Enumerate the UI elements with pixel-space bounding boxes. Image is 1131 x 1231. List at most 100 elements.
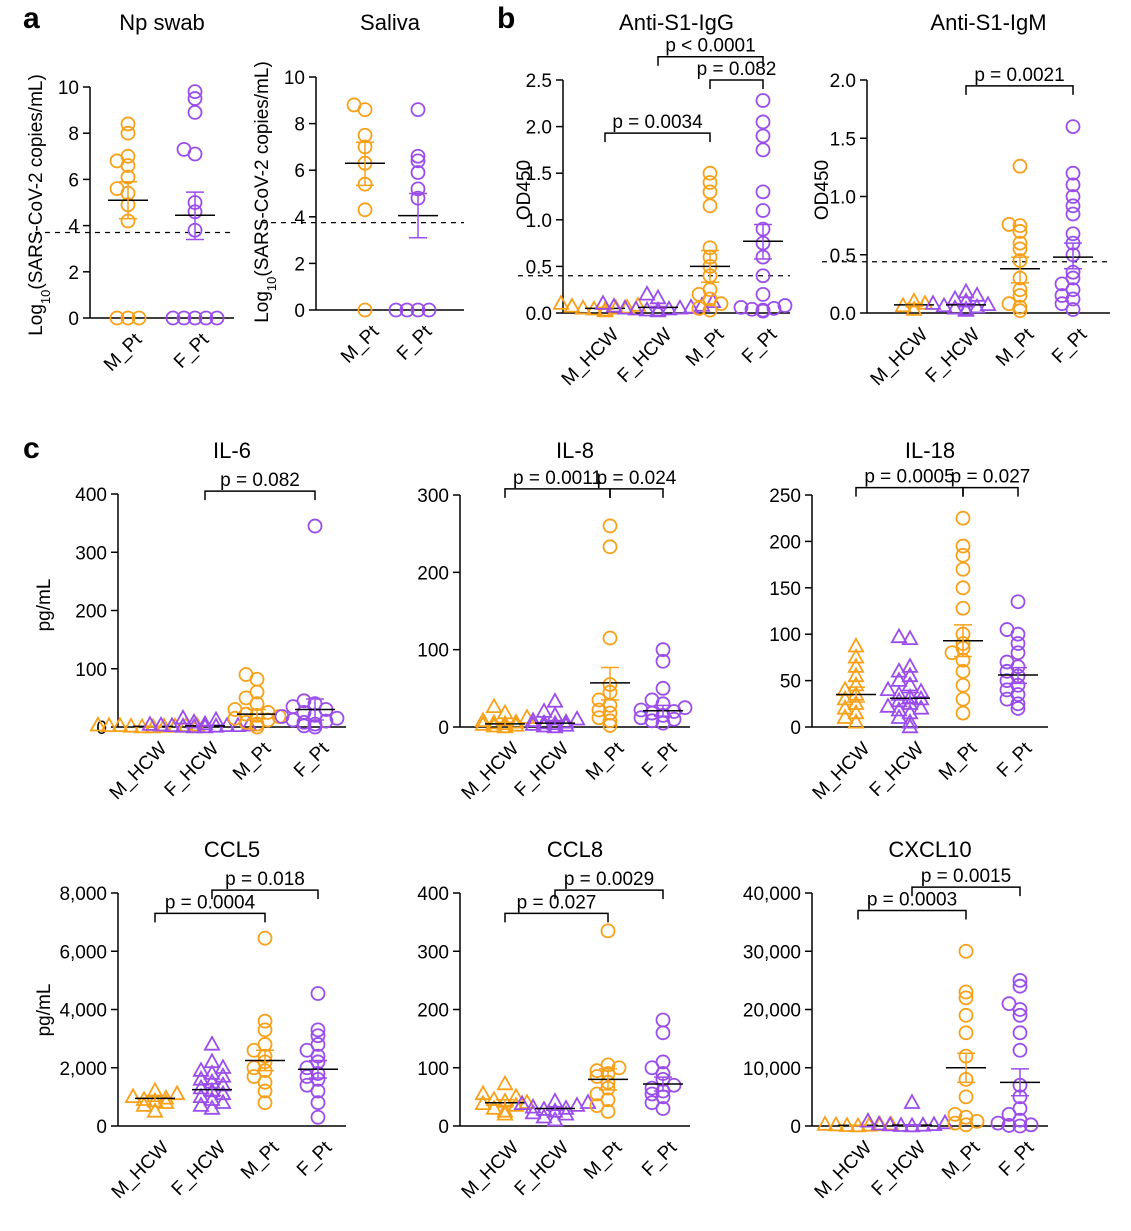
- x-tick-label: F_HCW: [614, 324, 677, 387]
- data-point: [410, 165, 426, 180]
- x-tick-label: F_Pt: [1048, 324, 1092, 368]
- y-tick-label: 4,000: [59, 1001, 107, 1022]
- x-tick-label: F_Pt: [738, 324, 782, 368]
- data-point: [816, 1115, 834, 1131]
- panel-label-a: a: [23, 2, 40, 35]
- data-point: [299, 1069, 315, 1084]
- data-point: [196, 714, 214, 731]
- data-point: [257, 1013, 273, 1029]
- data-point: [958, 990, 974, 1006]
- significance-bracket: p = 0.082: [697, 59, 777, 89]
- y-tick-label: 2.0: [830, 71, 856, 92]
- data-point: [1001, 217, 1017, 232]
- data-point: [310, 1022, 326, 1038]
- data-point: [638, 285, 656, 301]
- data-point: [602, 518, 618, 534]
- x-tick-label: M_Pt: [682, 324, 729, 371]
- data-point: [655, 642, 671, 658]
- data-point: [546, 717, 564, 734]
- data-point: [187, 84, 203, 100]
- data-point: [958, 1109, 974, 1125]
- y-tick-label: 0: [438, 1117, 449, 1138]
- data-point: [955, 510, 971, 526]
- y-tick-label: 6,000: [59, 942, 107, 963]
- series-F_HCW: [594, 285, 722, 318]
- p-value-label: p = 0.0003: [867, 889, 957, 910]
- panel-label-c: c: [23, 432, 40, 465]
- y-tick-label: 150: [769, 579, 801, 600]
- data-point: [513, 1094, 531, 1110]
- x-tick-label: M_HCW: [558, 324, 624, 390]
- data-point: [146, 1091, 164, 1108]
- y-tick-label: 200: [417, 563, 449, 584]
- data-point: [1065, 189, 1081, 204]
- data-point: [594, 294, 612, 310]
- x-tick-label: F_HCW: [511, 738, 574, 801]
- data-point: [507, 1096, 525, 1112]
- data-point: [682, 298, 700, 314]
- chart-anti-s1-igg: Anti-S1-IgG0.00.51.01.52.02.5OD450M_HCWF…: [514, 10, 793, 390]
- data-point: [755, 302, 771, 318]
- significance-bracket: p < 0.0001: [657, 36, 764, 66]
- chart-title: CCL8: [547, 837, 603, 862]
- data-point: [847, 657, 865, 673]
- data-point: [677, 700, 693, 716]
- data-point: [310, 986, 326, 1001]
- data-point: [109, 310, 125, 326]
- data-point: [296, 693, 312, 709]
- bracket-line: [709, 79, 764, 89]
- data-point: [755, 93, 771, 108]
- data-point: [649, 300, 667, 317]
- y-tick-label: 0.5: [830, 246, 856, 267]
- data-point: [524, 711, 542, 727]
- y-tick-label: 0: [96, 1117, 107, 1138]
- bracket-line: [604, 132, 711, 143]
- data-point: [655, 1012, 671, 1028]
- series-F_Pt: [388, 102, 438, 318]
- y-tick-label: 300: [417, 942, 449, 963]
- data-point: [388, 302, 404, 318]
- y-tick-label: 100: [417, 641, 449, 662]
- p-value-label: p = 0.0021: [974, 65, 1064, 86]
- x-tick-label: M_HCW: [867, 324, 933, 390]
- p-value-label: p = 0.024: [597, 468, 677, 489]
- bracket-line: [211, 889, 319, 900]
- data-point: [901, 713, 919, 729]
- data-point: [881, 1115, 899, 1132]
- data-point: [979, 295, 997, 312]
- y-tick-label: 200: [769, 532, 801, 553]
- data-point: [310, 1095, 326, 1111]
- bracket-line: [965, 85, 1074, 95]
- chart-title: IL-18: [905, 438, 955, 463]
- y-tick-label: 300: [417, 486, 449, 507]
- data-point: [257, 930, 273, 946]
- data-point: [203, 1035, 221, 1051]
- data-point: [702, 302, 718, 318]
- data-point: [187, 105, 203, 120]
- p-value-label: p = 0.018: [225, 869, 305, 890]
- data-point: [1001, 996, 1017, 1012]
- data-point: [924, 294, 942, 310]
- data-point: [955, 705, 971, 721]
- p-value-label: p = 0.0034: [612, 112, 703, 133]
- p-value-label: p = 0.082: [220, 470, 300, 491]
- y-tick-label: 100: [417, 1059, 449, 1080]
- data-point: [755, 203, 771, 218]
- data-point: [890, 708, 908, 724]
- chart-title: CCL5: [204, 837, 260, 862]
- series-F_Pt: [643, 1012, 683, 1116]
- series-M_Pt: [943, 510, 983, 721]
- series-M_Pt: [108, 116, 148, 326]
- panel-label-b: b: [497, 2, 515, 35]
- data-point: [1001, 296, 1017, 312]
- y-tick-label: 0: [294, 301, 305, 322]
- p-value-label: p = 0.082: [697, 59, 777, 80]
- data-point: [957, 282, 975, 299]
- data-point: [568, 709, 586, 726]
- data-point: [901, 629, 919, 645]
- data-point: [410, 153, 426, 169]
- data-point: [1012, 972, 1028, 988]
